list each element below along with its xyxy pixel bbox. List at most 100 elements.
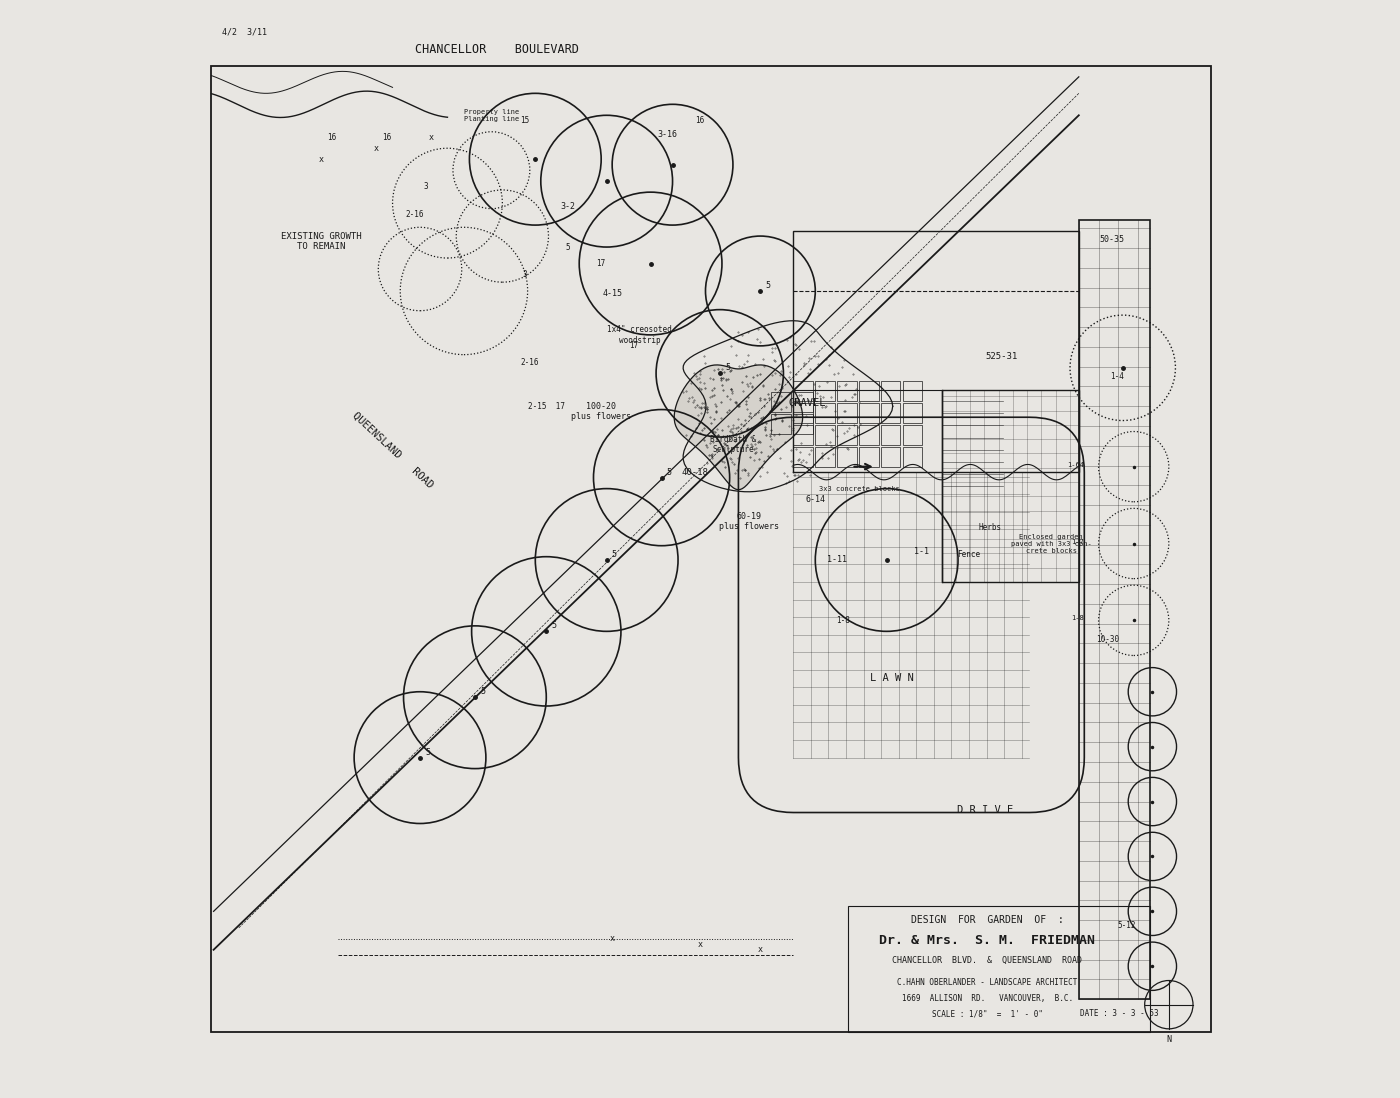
Text: L A W N: L A W N [871, 673, 914, 683]
Text: 4/2  3/11: 4/2 3/11 [223, 27, 267, 36]
Text: 16: 16 [696, 116, 704, 125]
Bar [837, 403, 857, 423]
Text: 1-64: 1-64 [1067, 461, 1084, 468]
Text: 50-35: 50-35 [1099, 235, 1124, 244]
Text: 3-2: 3-2 [561, 202, 575, 211]
Text: 3: 3 [522, 270, 526, 279]
Bar [903, 425, 923, 445]
Bar [794, 414, 812, 434]
Text: 1-11: 1-11 [827, 556, 847, 564]
Text: 5: 5 [725, 363, 729, 372]
Bar [881, 381, 900, 401]
Text: x: x [757, 945, 763, 954]
Text: 40-18: 40-18 [680, 468, 708, 477]
Text: 525-31: 525-31 [986, 352, 1018, 361]
Text: 1-8: 1-8 [1071, 615, 1084, 621]
Polygon shape [683, 321, 893, 492]
Bar [860, 425, 879, 445]
Text: 4-15: 4-15 [602, 290, 622, 299]
Text: SCALE : 1/8"  =  1' - 0": SCALE : 1/8" = 1' - 0" [931, 1009, 1043, 1018]
Polygon shape [675, 365, 802, 490]
Text: 16: 16 [328, 133, 337, 142]
Text: 1669  ALLISON  RD.   VANCOUVER,  B.C.: 1669 ALLISON RD. VANCOUVER, B.C. [902, 994, 1072, 1002]
Text: 3: 3 [423, 182, 428, 191]
Text: Dr. & Mrs.  S. M.  FRIEDMAN: Dr. & Mrs. S. M. FRIEDMAN [879, 934, 1095, 948]
Bar [837, 447, 857, 467]
Text: GRAVEL: GRAVEL [788, 399, 826, 408]
Bar [815, 447, 834, 467]
Text: Enclosed garden
paved with 3x3 con-
crete blocks: Enclosed garden paved with 3x3 con- cret… [1011, 534, 1092, 553]
Text: x: x [319, 155, 323, 164]
Bar [860, 381, 879, 401]
Text: x: x [609, 934, 615, 943]
Text: CHANCELLOR  BLVD.  &  QUEENSLAND  ROAD: CHANCELLOR BLVD. & QUEENSLAND ROAD [892, 956, 1082, 965]
Bar [794, 231, 1079, 472]
Text: x: x [697, 940, 703, 949]
Bar [837, 425, 857, 445]
Bar [211, 66, 1211, 1032]
Text: Birdbath &
Sculpture: Birdbath & Sculpture [710, 435, 756, 455]
Text: Herbs: Herbs [979, 523, 1001, 531]
Text: 5: 5 [566, 243, 571, 251]
Bar [860, 403, 879, 423]
Text: CHANCELLOR    BOULEVARD: CHANCELLOR BOULEVARD [414, 43, 578, 56]
Text: DATE : 3 - 3 - 53: DATE : 3 - 3 - 53 [1079, 1009, 1158, 1018]
Bar [942, 390, 1079, 582]
Bar [794, 425, 812, 445]
Bar [794, 381, 812, 401]
Bar [794, 447, 812, 467]
Text: EXISTING GROWTH
TO REMAIN: EXISTING GROWTH TO REMAIN [281, 232, 361, 251]
Text: Fence: Fence [958, 550, 980, 559]
Bar [771, 414, 791, 434]
Text: 5: 5 [666, 468, 672, 477]
Text: 17: 17 [596, 259, 606, 268]
Bar [881, 425, 900, 445]
Text: DESIGN  FOR  GARDEN  OF  :: DESIGN FOR GARDEN OF : [911, 915, 1064, 925]
Bar [881, 403, 900, 423]
Text: 16: 16 [382, 133, 392, 142]
Text: 2-16: 2-16 [405, 210, 424, 219]
Text: 5: 5 [612, 550, 617, 559]
Text: 1-1: 1-1 [914, 548, 930, 557]
Text: 2-16: 2-16 [521, 358, 539, 367]
Text: 1x4" creosoted
woodstrip: 1x4" creosoted woodstrip [608, 325, 672, 345]
Text: N: N [1166, 1035, 1172, 1044]
Text: 5: 5 [766, 281, 770, 290]
Text: D R I V E: D R I V E [958, 805, 1014, 815]
Text: 5: 5 [480, 687, 484, 696]
Text: 5: 5 [426, 748, 430, 757]
Text: Property line
Planting line: Property line Planting line [463, 109, 519, 122]
Text: QUEENSLAND   ROAD: QUEENSLAND ROAD [350, 411, 435, 490]
Text: 1-8: 1-8 [836, 616, 850, 625]
Text: 60-19
plus flowers: 60-19 plus flowers [720, 512, 780, 531]
Text: 6-14: 6-14 [805, 495, 825, 504]
Text: 10-30: 10-30 [1096, 636, 1120, 645]
Bar [837, 381, 857, 401]
Text: 3-16: 3-16 [657, 131, 678, 139]
Text: 15: 15 [519, 116, 529, 125]
Bar [903, 447, 923, 467]
Bar [794, 403, 812, 423]
Text: 17: 17 [630, 341, 638, 350]
Text: 5: 5 [552, 621, 556, 630]
Text: 100-20
plus flowers: 100-20 plus flowers [571, 402, 631, 422]
Bar [794, 392, 812, 412]
Bar [903, 381, 923, 401]
Bar [815, 403, 834, 423]
Bar [903, 403, 923, 423]
Bar [815, 425, 834, 445]
Text: 1-7: 1-7 [1071, 538, 1084, 545]
Bar [771, 392, 791, 412]
Text: 2-15  17: 2-15 17 [528, 402, 564, 411]
Text: x: x [374, 144, 378, 153]
Bar [1079, 220, 1151, 999]
Text: 1-4: 1-4 [1110, 372, 1124, 381]
Text: 5-12: 5-12 [1117, 921, 1135, 930]
Text: 3x3 concrete blocks: 3x3 concrete blocks [819, 485, 900, 492]
Bar [815, 381, 834, 401]
Bar [860, 447, 879, 467]
Bar [848, 906, 1151, 1032]
Bar [881, 447, 900, 467]
Text: C.HAHN OBERLANDER - LANDSCAPE ARCHITECT: C.HAHN OBERLANDER - LANDSCAPE ARCHITECT [897, 978, 1078, 987]
Text: x: x [428, 133, 434, 142]
